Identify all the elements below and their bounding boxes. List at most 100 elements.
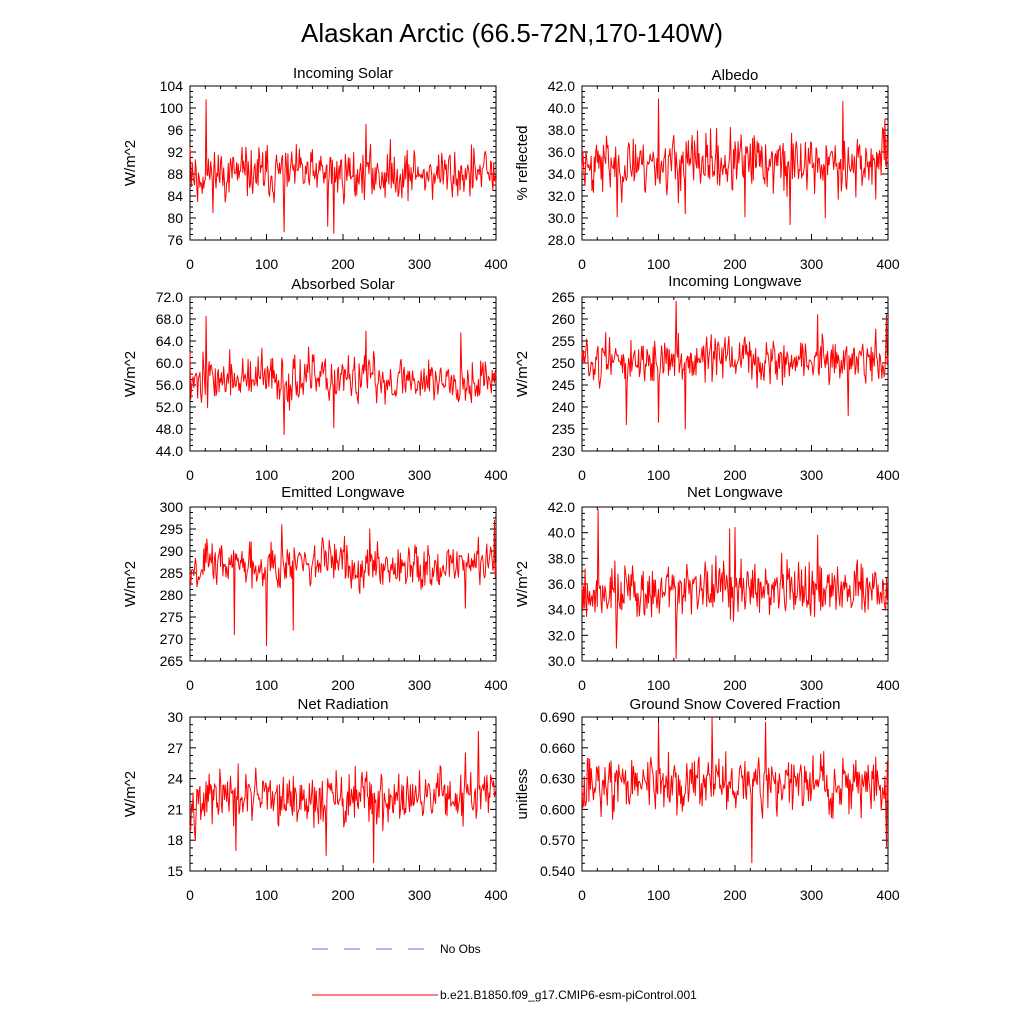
x-tick-label: 300: [800, 677, 824, 693]
y-tick-label: 0.660: [540, 740, 575, 756]
y-tick-label: 84: [167, 188, 183, 204]
y-tick-label: 30.0: [548, 653, 575, 669]
y-tick-label: 56.0: [156, 377, 183, 393]
x-tick-label: 0: [186, 677, 194, 693]
y-tick-label: 250: [552, 355, 576, 371]
y-tick-label: 48.0: [156, 421, 183, 437]
y-tick-label: 68.0: [156, 311, 183, 327]
x-tick-label: 0: [578, 467, 586, 483]
y-tick-label: 44.0: [156, 443, 183, 459]
x-tick-label: 400: [484, 677, 508, 693]
panel-title: Incoming Solar: [293, 65, 393, 82]
y-tick-label: 0.570: [540, 832, 575, 848]
panels: 0 100 200 300 400768084889296100104Incoming …: [122, 65, 900, 903]
x-tick-label: 400: [876, 467, 900, 483]
panel-1: 0 100 200 300 400 76 80 84 88 92 96 100 104 Incoming …: [122, 65, 508, 272]
x-tick-label: 0: [186, 887, 194, 903]
panel-2: 0 100 200 300 400 28.0 30.0 32.0 34.0 36.0 38.0 40.…: [514, 67, 900, 272]
y-tick-label: 265: [160, 653, 184, 669]
panel-7: 0 100 200 300 400 15 18 21 24 27 30 Net Radiation W/…: [122, 696, 508, 903]
x-tick-label: 200: [723, 887, 747, 903]
x-tick-label: 300: [800, 256, 824, 272]
y-tick-label: 32.0: [548, 627, 575, 643]
x-tick-label: 200: [723, 467, 747, 483]
legend: No Obs b.e21.B1850.f09_g17.CMIP6-esm-piC…: [312, 942, 697, 1002]
y-tick-label: 30: [167, 709, 183, 725]
y-tick-label: 72.0: [156, 289, 183, 305]
y-tick-label: 34.0: [548, 166, 575, 182]
y-tick-label: 280: [160, 587, 184, 603]
x-tick-label: 300: [408, 887, 432, 903]
y-axis-label: % reflected: [514, 125, 531, 200]
y-tick-label: 38.0: [548, 122, 575, 138]
y-axis-label: W/m^2: [122, 561, 139, 607]
panel-title: Absorbed Solar: [291, 276, 394, 293]
x-tick-label: 100: [255, 256, 279, 272]
y-tick-label: 80: [167, 210, 183, 226]
y-tick-label: 42.0: [548, 78, 575, 94]
x-tick-label: 0: [186, 256, 194, 272]
series-line: [189, 730, 497, 864]
legend-model-label: b.e21.B1850.f09_g17.CMIP6-esm-piControl.…: [440, 988, 697, 1002]
panel-6: 0 100 200 300 400 30.0 32.0 34.0 36.0 38.0 40.0 42.…: [514, 484, 900, 693]
x-tick-label: 200: [331, 256, 355, 272]
panel-8: 0 100 200 300 400 0.540 0.570 0.600 0.630 0.660 0.…: [514, 696, 900, 903]
x-tick-label: 300: [408, 467, 432, 483]
y-tick-label: 0.630: [540, 771, 575, 787]
y-axis-label: W/m^2: [122, 351, 139, 397]
y-tick-label: 24: [167, 771, 183, 787]
x-tick-label: 300: [800, 467, 824, 483]
y-tick-label: 15: [167, 863, 183, 879]
x-tick-label: 100: [647, 887, 671, 903]
x-tick-label: 400: [876, 256, 900, 272]
x-tick-label: 200: [723, 677, 747, 693]
x-tick-label: 200: [723, 256, 747, 272]
x-tick-label: 200: [331, 677, 355, 693]
series-line: [581, 300, 889, 430]
series-line: [581, 509, 889, 659]
y-tick-label: 0.600: [540, 801, 575, 817]
y-tick-label: 240: [552, 399, 576, 415]
panel-title: Ground Snow Covered Fraction: [630, 696, 841, 713]
panel-title: Albedo: [712, 67, 759, 84]
y-tick-label: 104: [160, 78, 184, 94]
y-tick-label: 52.0: [156, 399, 183, 415]
y-axis-label: W/m^2: [514, 561, 531, 607]
y-axis-label: unitless: [514, 769, 531, 820]
y-tick-label: 32.0: [548, 188, 575, 204]
y-tick-label: 38.0: [548, 550, 575, 566]
x-tick-label: 300: [408, 256, 432, 272]
y-tick-label: 42.0: [548, 499, 575, 515]
y-tick-label: 0.690: [540, 709, 575, 725]
x-tick-label: 0: [578, 677, 586, 693]
x-tick-label: 400: [876, 887, 900, 903]
x-tick-label: 100: [255, 677, 279, 693]
y-tick-label: 21: [167, 801, 183, 817]
x-tick-label: 400: [484, 467, 508, 483]
y-tick-label: 285: [160, 565, 184, 581]
panel-3: 0 100 200 300 400 44.0 48.0 52.0 56.0 60.0 64.0 68.…: [122, 276, 508, 483]
y-tick-label: 36.0: [548, 144, 575, 160]
x-tick-label: 400: [876, 677, 900, 693]
y-tick-label: 270: [160, 631, 184, 647]
legend-obs-label: No Obs: [440, 942, 481, 956]
y-tick-label: 260: [552, 311, 576, 327]
panel-title: Net Radiation: [298, 696, 389, 713]
y-tick-label: 275: [160, 609, 184, 625]
series-line: [189, 99, 497, 234]
panel-title: Incoming Longwave: [668, 273, 801, 290]
y-tick-label: 300: [160, 499, 184, 515]
series-line: [189, 519, 497, 647]
x-tick-label: 400: [484, 256, 508, 272]
y-tick-label: 27: [167, 740, 183, 756]
x-tick-label: 100: [647, 467, 671, 483]
y-tick-label: 245: [552, 377, 576, 393]
y-tick-label: 34.0: [548, 602, 575, 618]
y-tick-label: 255: [552, 333, 576, 349]
y-tick-label: 235: [552, 421, 576, 437]
y-axis-label: W/m^2: [122, 140, 139, 186]
y-tick-label: 64.0: [156, 333, 183, 349]
plot-frame: [189, 506, 497, 662]
y-tick-label: 295: [160, 521, 184, 537]
